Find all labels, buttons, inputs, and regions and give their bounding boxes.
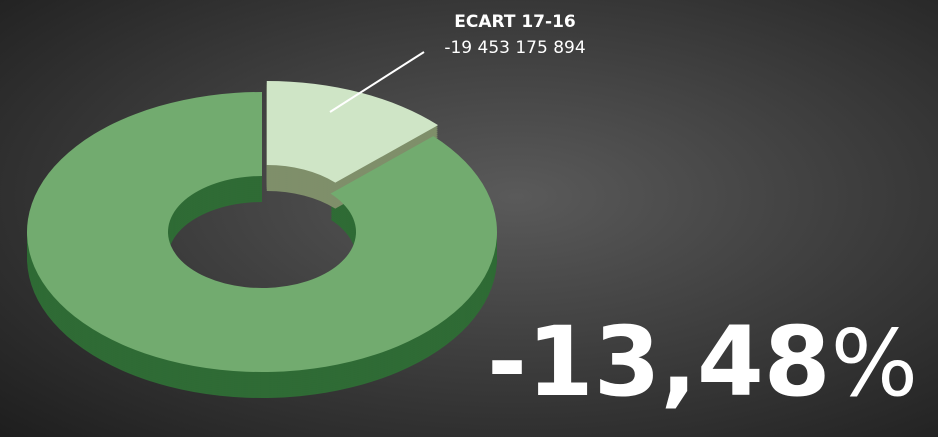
big-unit: %	[831, 310, 918, 417]
big-number: -13,48	[487, 306, 831, 418]
annotation-value: -19 453 175 894	[444, 38, 585, 58]
slice	[26, 92, 497, 372]
donut-chart	[26, 80, 497, 399]
annotation-title: ECART 17-16	[454, 12, 575, 32]
leader-line	[329, 51, 425, 113]
big-figure: -13,48%	[487, 306, 918, 418]
slice	[266, 80, 439, 183]
